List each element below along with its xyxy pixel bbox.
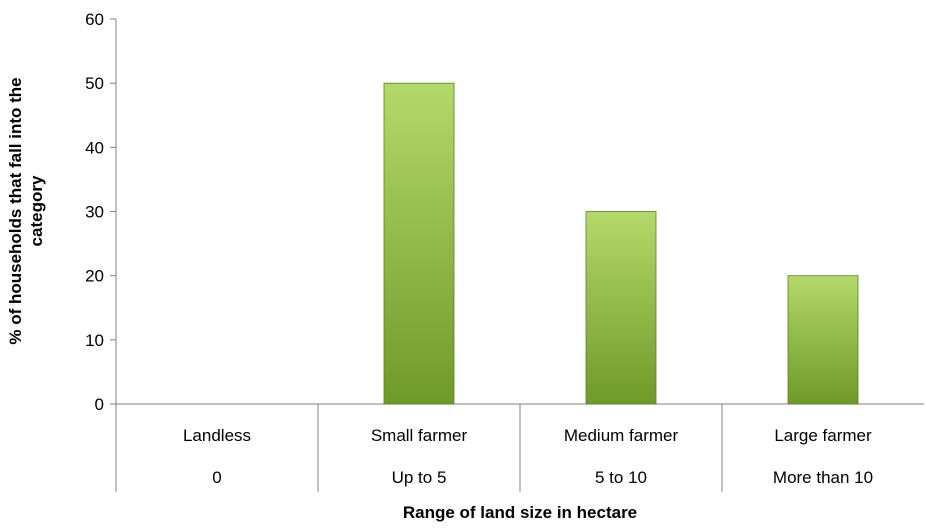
x-category-label: Medium farmer xyxy=(564,426,679,445)
y-axis-title-line-2: category xyxy=(27,175,46,246)
x-subcategory-label: More than 10 xyxy=(773,468,873,487)
y-tick-label: 10 xyxy=(85,331,104,350)
y-tick-label: 40 xyxy=(85,138,104,157)
y-tick-label: 20 xyxy=(85,267,104,286)
y-axis-title-line-1: % of households that fall into the xyxy=(6,77,25,344)
y-axis-title: % of households that fall into the categ… xyxy=(6,77,46,344)
x-subcategory-label: Up to 5 xyxy=(392,468,447,487)
y-tick-label: 0 xyxy=(95,395,104,414)
bar-medium-farmer xyxy=(586,212,656,405)
x-category-label: Large farmer xyxy=(774,426,872,445)
bar-large-farmer xyxy=(788,276,858,404)
x-category-label: Small farmer xyxy=(371,426,468,445)
bar-small-farmer xyxy=(384,83,454,404)
y-tick-label: 50 xyxy=(85,74,104,93)
x-subcategory-label: 5 to 10 xyxy=(595,468,647,487)
y-tick-label: 60 xyxy=(85,10,104,29)
y-tick-labels: 0 10 20 30 40 50 60 xyxy=(85,10,116,414)
y-tick-label: 30 xyxy=(85,203,104,222)
x-category-label: Landless xyxy=(183,426,251,445)
bars xyxy=(384,83,858,404)
category-labels: Landless 0 Small farmer Up to 5 Medium farme… xyxy=(183,426,873,487)
x-subcategory-label: 0 xyxy=(212,468,221,487)
x-axis-title: Range of land size in hectare xyxy=(403,503,637,522)
